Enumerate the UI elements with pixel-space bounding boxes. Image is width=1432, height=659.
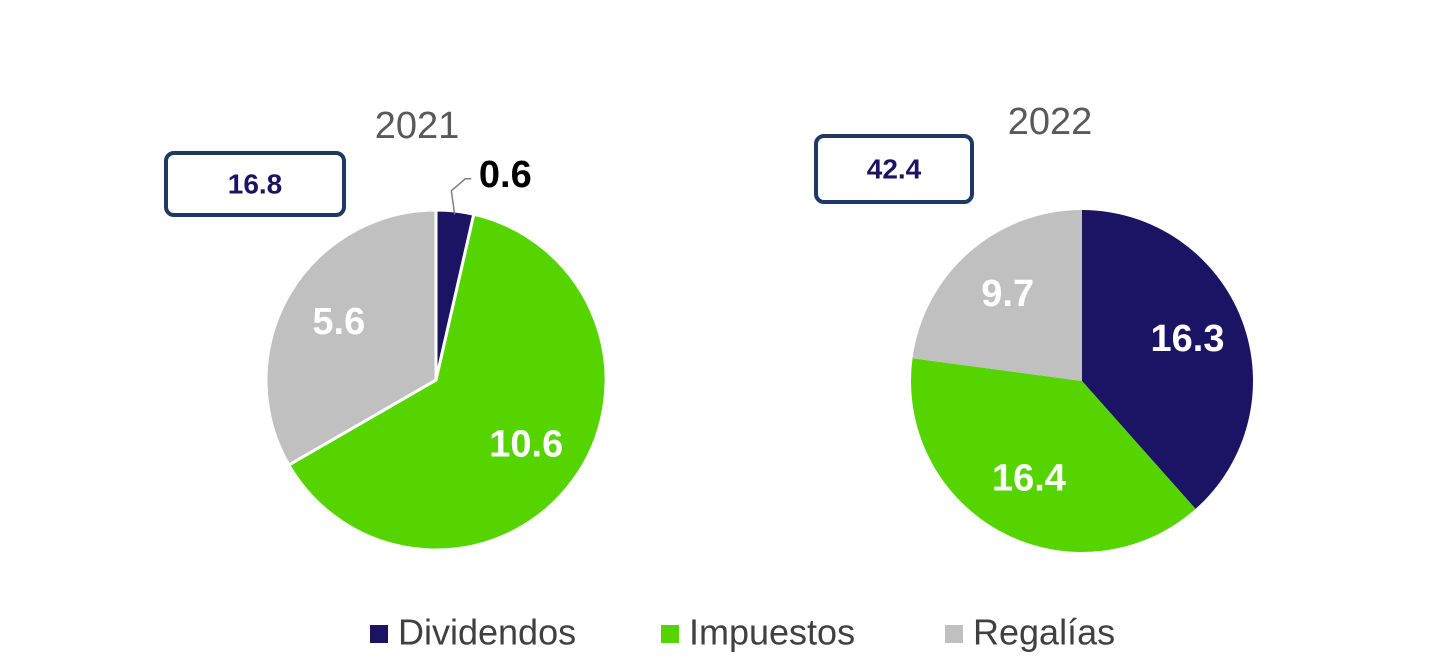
data-label: 9.7 <box>981 273 1034 315</box>
pie-slice <box>911 358 1196 552</box>
legend-label: Dividendos <box>398 612 576 653</box>
chart-title: 2022 <box>1008 101 1093 143</box>
pie-slice <box>286 212 608 552</box>
legend-swatch <box>661 625 679 643</box>
legend-swatch <box>945 625 963 643</box>
total-box <box>164 151 346 217</box>
data-label: 16.4 <box>992 458 1066 500</box>
data-label: 10.6 <box>489 424 563 466</box>
leader-line <box>450 178 472 215</box>
data-label: 0.6 <box>479 154 532 196</box>
total-box <box>814 134 974 204</box>
legend-label: Impuestos <box>689 612 855 653</box>
legend-label: Regalías <box>973 612 1115 653</box>
pie-slice <box>912 210 1082 381</box>
pie-slice <box>1082 210 1254 509</box>
data-label: 16.3 <box>1151 318 1225 360</box>
data-label: 5.6 <box>312 301 365 343</box>
legend-swatch <box>370 625 388 643</box>
total-label: 16.8 <box>228 168 283 199</box>
pie-slice <box>264 208 438 468</box>
chart-title: 2021 <box>375 105 460 147</box>
total-label: 42.4 <box>867 153 922 184</box>
